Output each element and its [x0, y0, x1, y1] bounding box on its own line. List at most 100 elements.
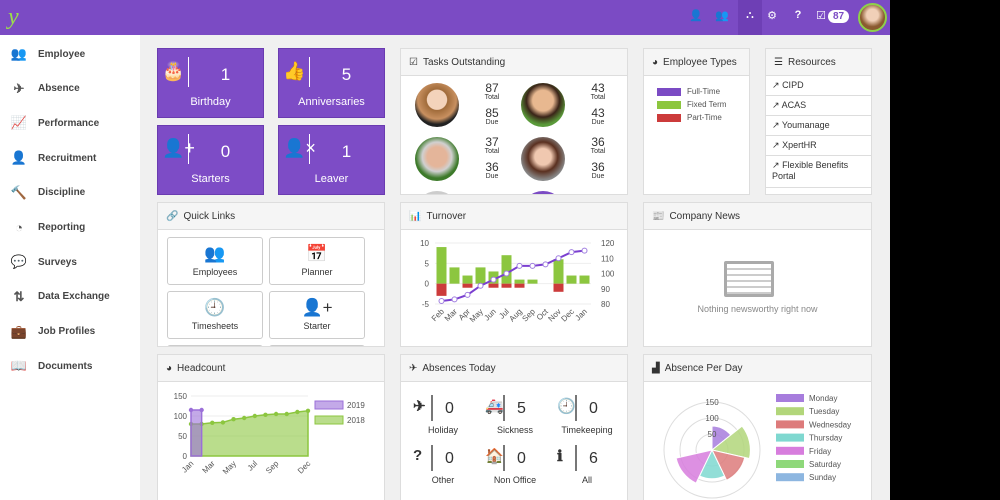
tile-label: Birthday [190, 96, 231, 108]
task-count-badge[interactable]: 87 [828, 10, 850, 23]
stat-tile-starters[interactable]: 👤+ 0 Starters [157, 125, 264, 195]
quick-link-starter[interactable]: 👤+ Starter [269, 291, 365, 339]
panel-title: Company News [669, 210, 741, 222]
panel-title: Employee Types [663, 56, 737, 68]
resource-link[interactable]: ↗ CIPD [766, 76, 871, 96]
employee-avatar[interactable] [521, 83, 565, 127]
x-tick-label: Dec [296, 459, 312, 475]
absence-icon: ✈ [413, 398, 426, 415]
resource-link[interactable]: ↗ Youmanage [766, 116, 871, 136]
sidebar-item-data-exchange[interactable]: ⇅ Data Exchange [0, 282, 140, 312]
sidebar-item-reporting[interactable]: ◔ Reporting [0, 213, 140, 243]
due-value: 43 [591, 106, 605, 120]
divider [575, 395, 577, 421]
y2-tick-label: 120 [601, 239, 615, 248]
quick-link-employees[interactable]: 👥 Employees [167, 237, 263, 285]
tile-value: 1 [220, 65, 231, 84]
sidebar-item-job-profiles[interactable]: 💼 Job Profiles [0, 317, 140, 347]
sidebar-item-absence[interactable]: ✈ Absence [0, 74, 140, 104]
sidebar-item-surveys[interactable]: 💬 Surveys [0, 247, 140, 277]
stat-tile-anniversaries[interactable]: 👍 5 Anniversaries [278, 48, 385, 118]
total-label: Total [484, 148, 500, 155]
employee-avatar[interactable] [521, 137, 565, 181]
tile-icon: 👤+ [162, 138, 195, 158]
sidebar-item-label: Documents [38, 360, 93, 372]
bar [553, 283, 564, 292]
legend-swatch [776, 473, 804, 482]
panel-title: Absences Today [422, 362, 496, 374]
link-icon: 🔗 [166, 210, 179, 222]
y2-tick-label: 80 [601, 300, 610, 309]
legend-swatch [776, 460, 804, 468]
task-total: 36 Total [583, 136, 613, 156]
sidebar-item-label: Reporting [38, 222, 86, 233]
resource-label: XpertHR [782, 140, 817, 150]
sidebar-item-performance[interactable]: 📈 Performance [0, 108, 140, 138]
employee-avatar[interactable] [415, 83, 459, 127]
help-icon[interactable]: ? [794, 9, 802, 21]
quick-link-planner[interactable]: 📅 Planner [269, 237, 365, 285]
quick-link[interactable] [167, 345, 263, 346]
absence-non-office[interactable]: 🏠 0 Non Office [485, 445, 555, 490]
resource-label: ACAS [781, 100, 807, 110]
employee-avatar[interactable] [415, 137, 459, 181]
area-series [190, 409, 203, 457]
quick-link-icon: 👤+ [301, 298, 333, 317]
resource-link[interactable]: ↗ Flexible Benefits Portal [766, 156, 871, 188]
quick-link-label: Employees [192, 267, 238, 277]
legend-label: Thursday [809, 434, 842, 443]
plane-icon: ✈ [409, 362, 418, 374]
resource-link[interactable]: ↗ XpertHR [766, 136, 871, 156]
resource-link[interactable]: ↗ ACAS [766, 96, 871, 116]
absence-other[interactable]: ? 0 Other [413, 445, 483, 490]
total-label: Total [590, 148, 606, 155]
total-label: Total [484, 94, 500, 101]
data-point [295, 409, 300, 415]
sidebar: 👥 Employee ✈ Absence 📈 Performance 👤 Recruitmen… [0, 35, 140, 500]
sidebar-icon: 👥 [10, 46, 28, 61]
quick-link[interactable] [269, 345, 365, 346]
sitemap-icon[interactable]: ⛬ [738, 0, 762, 35]
sidebar-icon: 📈 [10, 115, 28, 131]
logo[interactable]: y [8, 4, 19, 30]
tile-label: Starters [191, 173, 230, 185]
resource-label: Youmanage [781, 120, 830, 130]
sidebar-item-recruitment[interactable]: 👤 Recruitment [0, 143, 140, 173]
headcount-panel: ◕ Headcount 150 100 50 0 Jan Mar May Jul Sep Dec 20… [157, 354, 385, 500]
quick-link-timesheets[interactable]: 🕘 Timesheets [167, 291, 263, 339]
sidebar-item-employee[interactable]: 👥 Employee [0, 39, 140, 69]
x-tick-label: Jan [573, 307, 588, 322]
tasks-panel: ☑ Tasks Outstanding 87 Total 85 Due 43 Total… [400, 48, 628, 195]
due-value: 36 [485, 160, 499, 174]
line-point [438, 297, 445, 304]
y-tick-label: 50 [178, 432, 187, 441]
absence-timekeeping[interactable]: 🕘 0 Timekeeping [557, 395, 627, 440]
divider [309, 57, 310, 87]
sidebar-item-documents[interactable]: 📖 Documents [0, 351, 140, 381]
user-avatar[interactable] [858, 3, 887, 32]
legend-label: 2019 [347, 401, 365, 410]
due-label: Due [485, 119, 499, 126]
absence-holiday[interactable]: ✈ 0 Holiday [413, 395, 483, 440]
x-tick-label: Sep [264, 459, 281, 476]
tasks-icon[interactable]: ☑ [816, 10, 826, 22]
bar [436, 283, 447, 296]
users-icon[interactable]: 👥 [715, 10, 729, 22]
quick-link-label: Timesheets [191, 321, 239, 331]
tile-icon: 👍 [283, 61, 306, 81]
stat-tile-birthday[interactable]: 🎂 1 Birthday [157, 48, 264, 118]
absence-all[interactable]: ℹ 6 All [557, 445, 627, 490]
absence-icon: ? [413, 447, 423, 464]
employee-avatar[interactable] [521, 191, 565, 194]
empty-news-message: Nothing newsworthy right now [697, 304, 818, 314]
employee-avatar[interactable] [415, 191, 459, 194]
sidebar-item-discipline[interactable]: 🔨 Discipline [0, 178, 140, 208]
gear-icon[interactable]: ⚙ [767, 10, 777, 22]
sidebar-item-label: Data Exchange [38, 291, 110, 303]
stat-tile-leaver[interactable]: 👤× 1 Leaver [278, 125, 385, 195]
x-tick-label: May [221, 459, 238, 476]
user-icon[interactable]: 👤 [689, 10, 703, 22]
resources-panel: ☰ Resources ↗ CIPD ↗ ACAS ↗ Youmanage ↗ Xper… [765, 48, 872, 195]
absence-sickness[interactable]: 🚑 5 Sickness [485, 395, 555, 440]
legend-swatch [776, 420, 804, 429]
